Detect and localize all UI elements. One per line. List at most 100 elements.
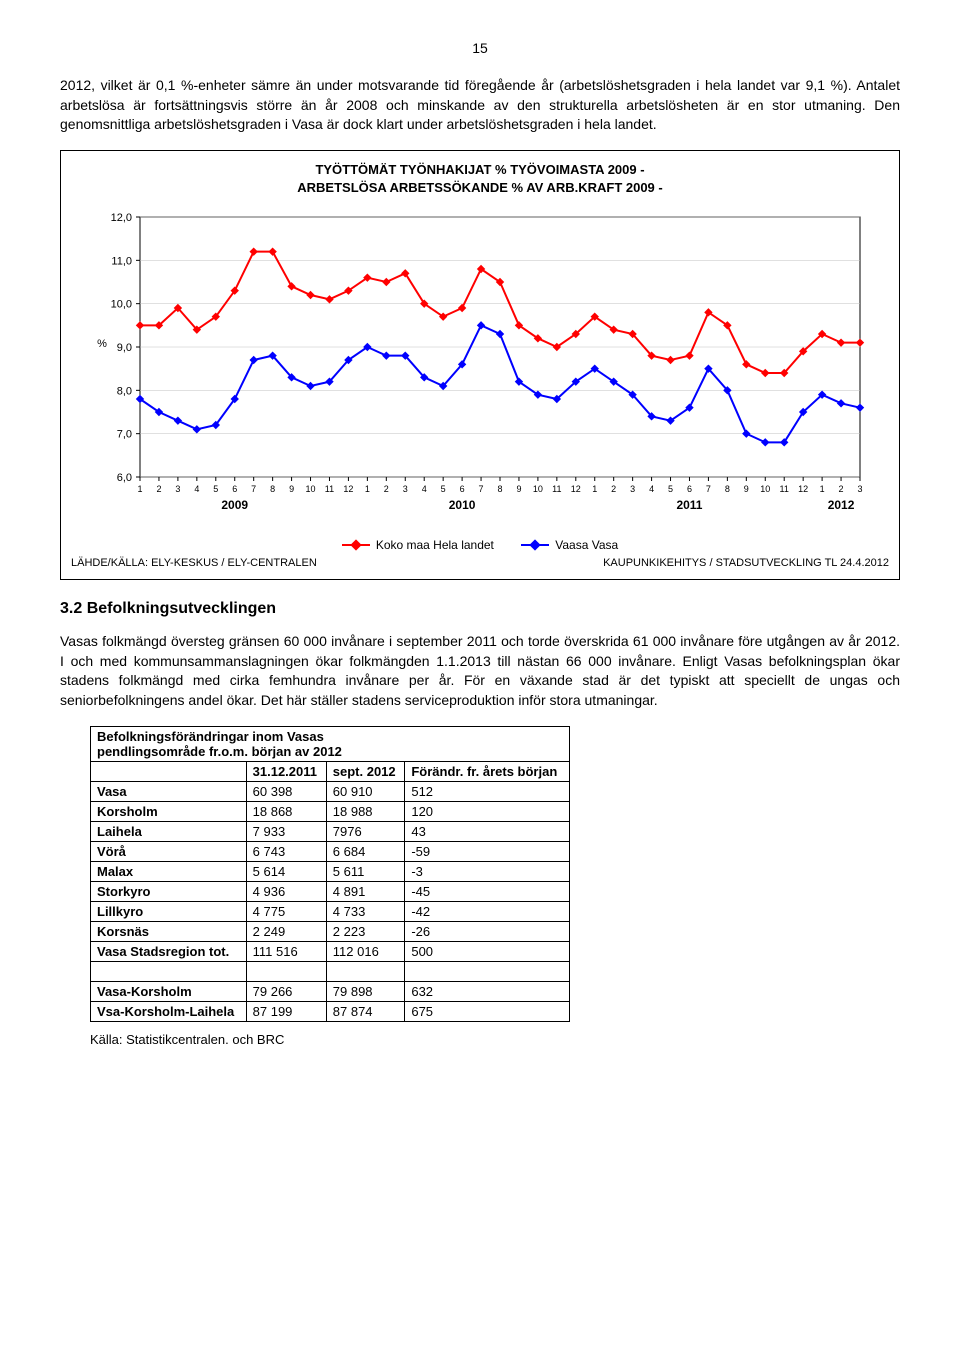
- table-row: Storkyro4 9364 891-45: [91, 881, 570, 901]
- svg-text:10: 10: [306, 484, 316, 494]
- chart-footer-left: LÄHDE/KÄLLA: ELY-KESKUS / ELY-CENTRALEN: [71, 557, 317, 569]
- table-cell: 4 936: [246, 881, 326, 901]
- svg-text:2011: 2011: [676, 498, 702, 512]
- svg-text:11: 11: [552, 484, 561, 494]
- table-cell: 2 249: [246, 921, 326, 941]
- svg-text:2: 2: [156, 484, 161, 494]
- svg-text:2009: 2009: [221, 498, 248, 512]
- svg-text:8: 8: [270, 484, 275, 494]
- svg-text:12: 12: [798, 484, 808, 494]
- section-heading: 3.2 Befolkningsutvecklingen: [60, 600, 900, 618]
- table-cell: 5 614: [246, 861, 326, 881]
- svg-text:6: 6: [460, 484, 465, 494]
- table-cell: 60 910: [326, 781, 405, 801]
- table-cell: 111 516: [246, 941, 326, 961]
- table-cell: 79 898: [326, 981, 405, 1001]
- table-cell: Vasa Stadsregion tot.: [91, 941, 247, 961]
- table-cell: Vsa-Korsholm-Laihela: [91, 1001, 247, 1021]
- svg-text:12,0: 12,0: [111, 212, 132, 224]
- svg-text:8: 8: [725, 484, 730, 494]
- svg-text:2: 2: [384, 484, 389, 494]
- svg-text:10: 10: [760, 484, 770, 494]
- table-cell: 18 868: [246, 801, 326, 821]
- table-row: Vasa-Korsholm79 26679 898632: [91, 981, 570, 1001]
- table-row: Korsnäs2 2492 223-26: [91, 921, 570, 941]
- table-row: Vasa Stadsregion tot.111 516112 016500: [91, 941, 570, 961]
- table-row: Lillkyro4 7754 733-42: [91, 901, 570, 921]
- page-number: 15: [60, 40, 900, 56]
- svg-text:4: 4: [649, 484, 654, 494]
- paragraph-2: Vasas folkmängd översteg gränsen 60 000 …: [60, 632, 900, 710]
- table-cell: 4 733: [326, 901, 405, 921]
- svg-text:9: 9: [289, 484, 294, 494]
- svg-text:3: 3: [175, 484, 180, 494]
- svg-text:3: 3: [403, 484, 408, 494]
- svg-text:2010: 2010: [449, 498, 476, 512]
- table-caption-l2: pendlingsområde fr.o.m. början av 2012: [97, 744, 342, 759]
- chart-footer-right: KAUPUNKIKEHITYS / STADSUTVECKLING TL 24.…: [603, 557, 889, 569]
- svg-text:7,0: 7,0: [117, 429, 132, 441]
- table-row: Malax5 6145 611-3: [91, 861, 570, 881]
- table-header-cell: 31.12.2011: [246, 761, 326, 781]
- svg-text:8: 8: [497, 484, 502, 494]
- svg-text:11,0: 11,0: [111, 255, 132, 267]
- table-header-cell: sept. 2012: [326, 761, 405, 781]
- table-cell: 18 988: [326, 801, 405, 821]
- table-cell: Lillkyro: [91, 901, 247, 921]
- table-cell: 632: [405, 981, 570, 1001]
- table-cell: 87 199: [246, 1001, 326, 1021]
- svg-text:6,0: 6,0: [117, 472, 132, 484]
- table-body-1: Vasa60 39860 910512Korsholm18 86818 9881…: [91, 781, 570, 961]
- table-cell: 675: [405, 1001, 570, 1021]
- legend-label-1: Koko maa Hela landet: [376, 538, 494, 552]
- svg-text:%: %: [97, 338, 107, 350]
- table-cell: 7 933: [246, 821, 326, 841]
- svg-text:7: 7: [706, 484, 711, 494]
- table-cell: 112 016: [326, 941, 405, 961]
- table-caption: Befolkningsförändringar inom Vasas pendl…: [91, 726, 570, 761]
- paragraph-1: 2012, vilket är 0,1 %-enheter sämre än u…: [60, 76, 900, 135]
- table-cell: 500: [405, 941, 570, 961]
- table-cell: 6 684: [326, 841, 405, 861]
- table-cell: 43: [405, 821, 570, 841]
- svg-text:1: 1: [365, 484, 370, 494]
- svg-text:10,0: 10,0: [111, 299, 132, 311]
- chart-title: TYÖTTÖMÄT TYÖNHAKIJAT % TYÖVOIMASTA 2009…: [71, 161, 889, 197]
- svg-text:1: 1: [137, 484, 142, 494]
- legend-series2: Vaasa Vasa: [521, 538, 618, 552]
- table-header-cell: Förändr. fr. årets början: [405, 761, 570, 781]
- svg-text:9: 9: [744, 484, 749, 494]
- table-cell: 79 266: [246, 981, 326, 1001]
- svg-text:1: 1: [820, 484, 825, 494]
- table-cell: Vasa-Korsholm: [91, 981, 247, 1001]
- unemployment-chart: TYÖTTÖMÄT TYÖNHAKIJAT % TYÖVOIMASTA 2009…: [60, 150, 900, 580]
- chart-svg: 6,07,08,09,010,011,012,0%123456789101112…: [90, 207, 870, 527]
- svg-text:12: 12: [343, 484, 353, 494]
- svg-text:2012: 2012: [828, 498, 855, 512]
- table-row: Vsa-Korsholm-Laihela87 19987 874675: [91, 1001, 570, 1021]
- svg-text:5: 5: [668, 484, 673, 494]
- table-caption-l1: Befolkningsförändringar inom Vasas: [97, 729, 324, 744]
- svg-text:6: 6: [687, 484, 692, 494]
- svg-text:9,0: 9,0: [117, 342, 132, 354]
- svg-text:7: 7: [251, 484, 256, 494]
- table-row: Vörå6 7436 684-59: [91, 841, 570, 861]
- svg-text:2: 2: [611, 484, 616, 494]
- table-cell: -59: [405, 841, 570, 861]
- table-cell: Laihela: [91, 821, 247, 841]
- table-cell: Storkyro: [91, 881, 247, 901]
- legend-series1: Koko maa Hela landet: [342, 538, 494, 552]
- table-cell: 4 891: [326, 881, 405, 901]
- svg-text:6: 6: [232, 484, 237, 494]
- svg-text:7: 7: [479, 484, 484, 494]
- table-gap-row: [91, 961, 570, 981]
- table-cell: 60 398: [246, 781, 326, 801]
- chart-title-line1: TYÖTTÖMÄT TYÖNHAKIJAT % TYÖVOIMASTA 2009…: [315, 162, 644, 177]
- chart-legend: Koko maa Hela landet Vaasa Vasa: [71, 535, 889, 552]
- table-header-row: 31.12.2011sept. 2012Förändr. fr. årets b…: [91, 761, 570, 781]
- table-cell: Korsholm: [91, 801, 247, 821]
- svg-text:9: 9: [516, 484, 521, 494]
- svg-text:3: 3: [857, 484, 862, 494]
- table-cell: 87 874: [326, 1001, 405, 1021]
- table-cell: 4 775: [246, 901, 326, 921]
